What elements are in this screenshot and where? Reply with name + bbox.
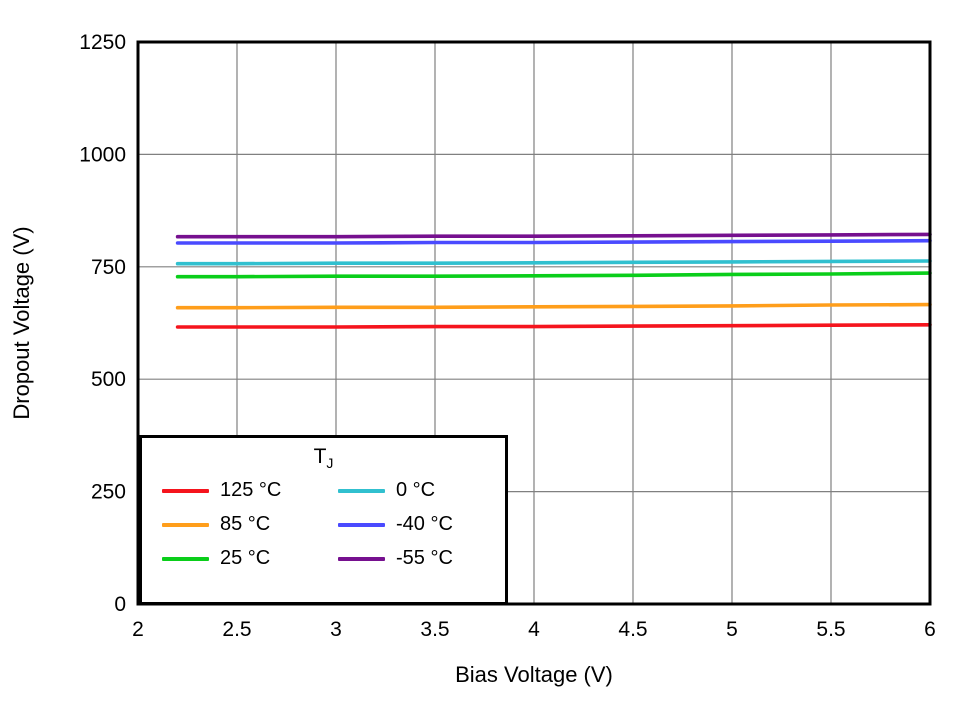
legend-swatch <box>338 522 385 527</box>
y-tick-label: 0 <box>114 593 126 616</box>
legend-label: -40 °C <box>396 513 453 536</box>
legend-entries: 125 °C 0 °C 85 °C -40 °C 25 °C -55 °C <box>142 473 505 570</box>
legend-title: TJ <box>142 445 505 471</box>
y-tick-label: 1000 <box>79 143 126 166</box>
series-line <box>175 271 932 279</box>
legend-swatch <box>338 556 385 561</box>
x-tick-label: 2.5 <box>222 618 251 641</box>
x-tick-label: 5 <box>726 618 738 641</box>
legend-item: 85 °C <box>162 513 338 536</box>
legend-label: 125 °C <box>220 479 282 502</box>
y-tick-label: 500 <box>91 368 126 391</box>
plot-frame <box>136 40 932 606</box>
legend-item: -40 °C <box>338 513 505 536</box>
x-tick-label: 4 <box>528 618 540 641</box>
x-tick-label: 3 <box>330 618 342 641</box>
legend-label: -55 °C <box>396 547 453 570</box>
x-tick-label: 5.5 <box>816 618 845 641</box>
legend-title-sub: J <box>326 455 334 472</box>
series-line <box>175 302 932 310</box>
y-axis-title: Dropout Voltage (V) <box>9 226 34 420</box>
legend-item: 0 °C <box>338 479 505 502</box>
legend-label: 0 °C <box>396 479 436 502</box>
x-tick-label: 6 <box>924 618 936 641</box>
legend-label: 25 °C <box>220 547 271 570</box>
x-axis-title: Bias Voltage (V) <box>455 662 613 687</box>
legend-item: 25 °C <box>162 547 338 570</box>
legend-box: TJ 125 °C 0 °C 85 °C -40 °C 25 °C -55 °C <box>139 435 508 605</box>
legend-label: 85 °C <box>220 513 271 536</box>
y-tick-label: 250 <box>91 481 126 504</box>
x-tick-label: 3.5 <box>420 618 449 641</box>
legend-swatch <box>162 522 209 527</box>
x-tick-label: 2 <box>132 618 144 641</box>
legend-swatch <box>338 488 385 493</box>
y-tick-label: 1250 <box>79 31 126 54</box>
legend-title-main: T <box>313 445 327 468</box>
series-line <box>175 238 932 245</box>
x-tick-label: 4.5 <box>618 618 647 641</box>
y-tick-label: 750 <box>91 256 126 279</box>
series-line <box>175 232 932 239</box>
series-line <box>175 259 932 266</box>
legend-swatch <box>162 556 209 561</box>
series-line <box>175 322 932 329</box>
legend-item: -55 °C <box>338 547 505 570</box>
legend-swatch <box>162 488 209 493</box>
legend-item: 125 °C <box>162 479 338 502</box>
